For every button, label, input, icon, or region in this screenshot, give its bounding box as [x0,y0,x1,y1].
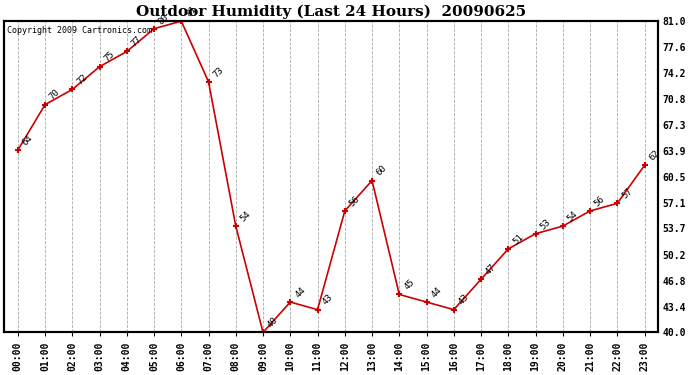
Text: 70: 70 [48,88,62,102]
Text: 40: 40 [266,316,279,330]
Text: 44: 44 [293,285,307,299]
Text: 54: 54 [566,209,580,224]
Text: 45: 45 [402,278,416,292]
Text: 56: 56 [348,194,362,208]
Text: 81: 81 [184,4,198,18]
Text: 57: 57 [620,187,634,201]
Text: 75: 75 [102,50,117,64]
Text: 53: 53 [538,217,552,231]
Text: 62: 62 [647,148,661,163]
Text: 43: 43 [320,293,334,307]
Text: Copyright 2009 Cartronics.com: Copyright 2009 Cartronics.com [8,26,152,35]
Title: Outdoor Humidity (Last 24 Hours)  20090625: Outdoor Humidity (Last 24 Hours) 2009062… [136,4,526,18]
Text: 54: 54 [239,209,253,224]
Text: 72: 72 [75,73,89,87]
Text: 60: 60 [375,164,388,178]
Text: 80: 80 [157,12,171,26]
Text: 64: 64 [21,134,34,147]
Text: 77: 77 [130,35,144,49]
Text: 43: 43 [457,293,471,307]
Text: 56: 56 [593,194,607,208]
Text: 73: 73 [211,65,225,79]
Text: 51: 51 [511,232,525,246]
Text: 47: 47 [484,262,497,276]
Text: 44: 44 [429,285,443,299]
